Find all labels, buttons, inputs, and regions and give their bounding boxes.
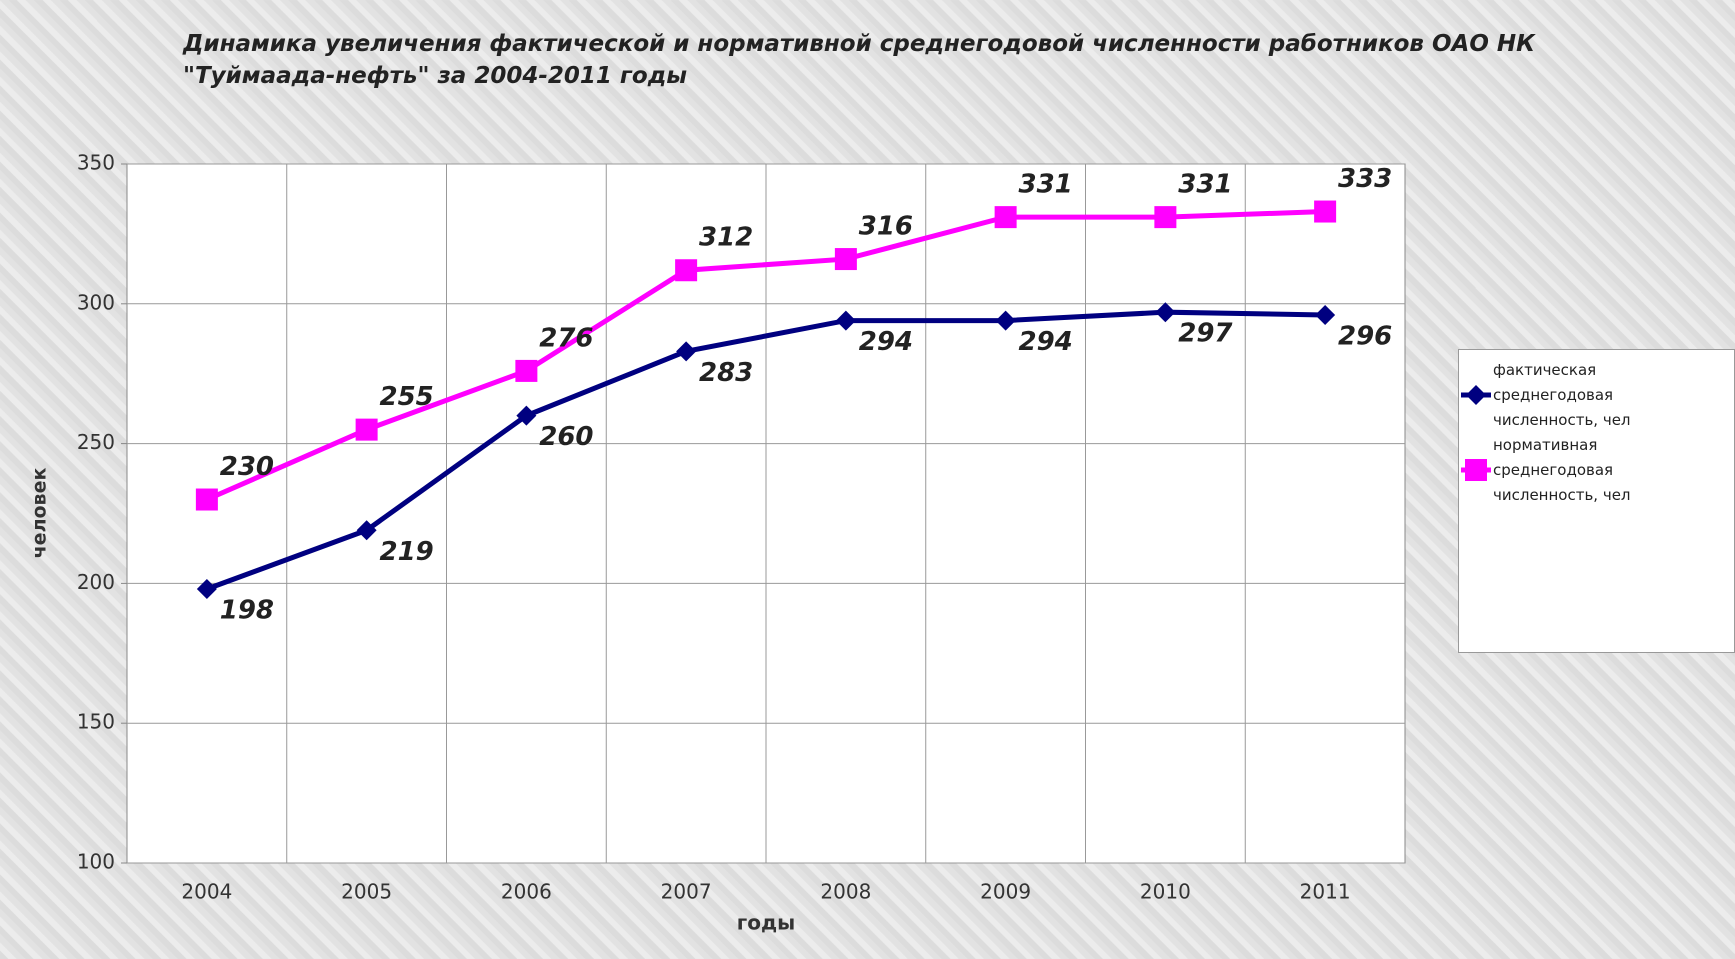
data-label: 276 [539, 323, 593, 353]
marker [196, 578, 217, 599]
marker [676, 341, 697, 362]
data-label: 294 [1018, 327, 1072, 357]
data-label: 331 [1178, 170, 1232, 200]
marker [1154, 206, 1177, 229]
legend: фактическая среднегодовая численность, ч… [1458, 349, 1735, 653]
x-tick-label: 2007 [661, 880, 712, 904]
data-label: 219 [379, 537, 433, 567]
data-label: 296 [1338, 321, 1392, 351]
data-label: 331 [1018, 170, 1072, 200]
marker [1315, 304, 1336, 325]
x-tick-label: 2004 [181, 880, 232, 904]
legend-marker [1466, 385, 1486, 405]
x-tick-label: 2006 [501, 880, 552, 904]
data-label: 333 [1338, 164, 1392, 194]
x-tick-label: 2010 [1140, 880, 1191, 904]
x-tick-label: 2011 [1300, 880, 1351, 904]
marker [1314, 200, 1337, 223]
series-line [206, 309, 1326, 592]
y-tick-label: 200 [77, 570, 115, 594]
chart-title: Динамика увеличения фактической и нормат… [183, 31, 1535, 89]
data-label: 316 [859, 212, 913, 242]
marker [356, 520, 377, 541]
data-label: 283 [699, 358, 753, 388]
data-label: 198 [220, 595, 274, 625]
marker [515, 359, 538, 382]
y-tick-label: 250 [77, 430, 115, 454]
data-label: 294 [859, 327, 913, 357]
marker [1155, 302, 1176, 323]
y-tick-label: 350 [77, 151, 115, 175]
legend-marker [1465, 459, 1487, 481]
data-label: 230 [220, 452, 274, 482]
data-label: 297 [1178, 319, 1233, 349]
y-axis-label: человек [29, 468, 51, 559]
y-tick-label: 300 [77, 290, 115, 314]
series-line [205, 209, 1326, 502]
marker [355, 418, 378, 441]
y-tick-label: 150 [77, 710, 115, 734]
legend-label: нормативная среднегодовая численность, ч… [1493, 436, 1631, 504]
legend-label: фактическая среднегодовая численность, ч… [1493, 361, 1631, 429]
marker [994, 206, 1017, 229]
marker [835, 310, 856, 331]
x-axis-label: годы [737, 911, 795, 935]
legend-swatch [1461, 459, 1491, 481]
x-tick-label: 2009 [980, 880, 1031, 904]
x-tick-label: 2008 [820, 880, 871, 904]
data-label: 260 [539, 422, 593, 452]
y-tick-label: 100 [77, 850, 115, 874]
marker [834, 248, 857, 271]
x-tick-label: 2005 [341, 880, 392, 904]
marker [195, 488, 218, 511]
legend-swatch [1461, 385, 1491, 405]
data-label: 312 [699, 223, 753, 253]
marker [995, 310, 1016, 331]
marker [675, 259, 698, 282]
marker [516, 405, 537, 426]
data-label: 255 [379, 382, 433, 412]
